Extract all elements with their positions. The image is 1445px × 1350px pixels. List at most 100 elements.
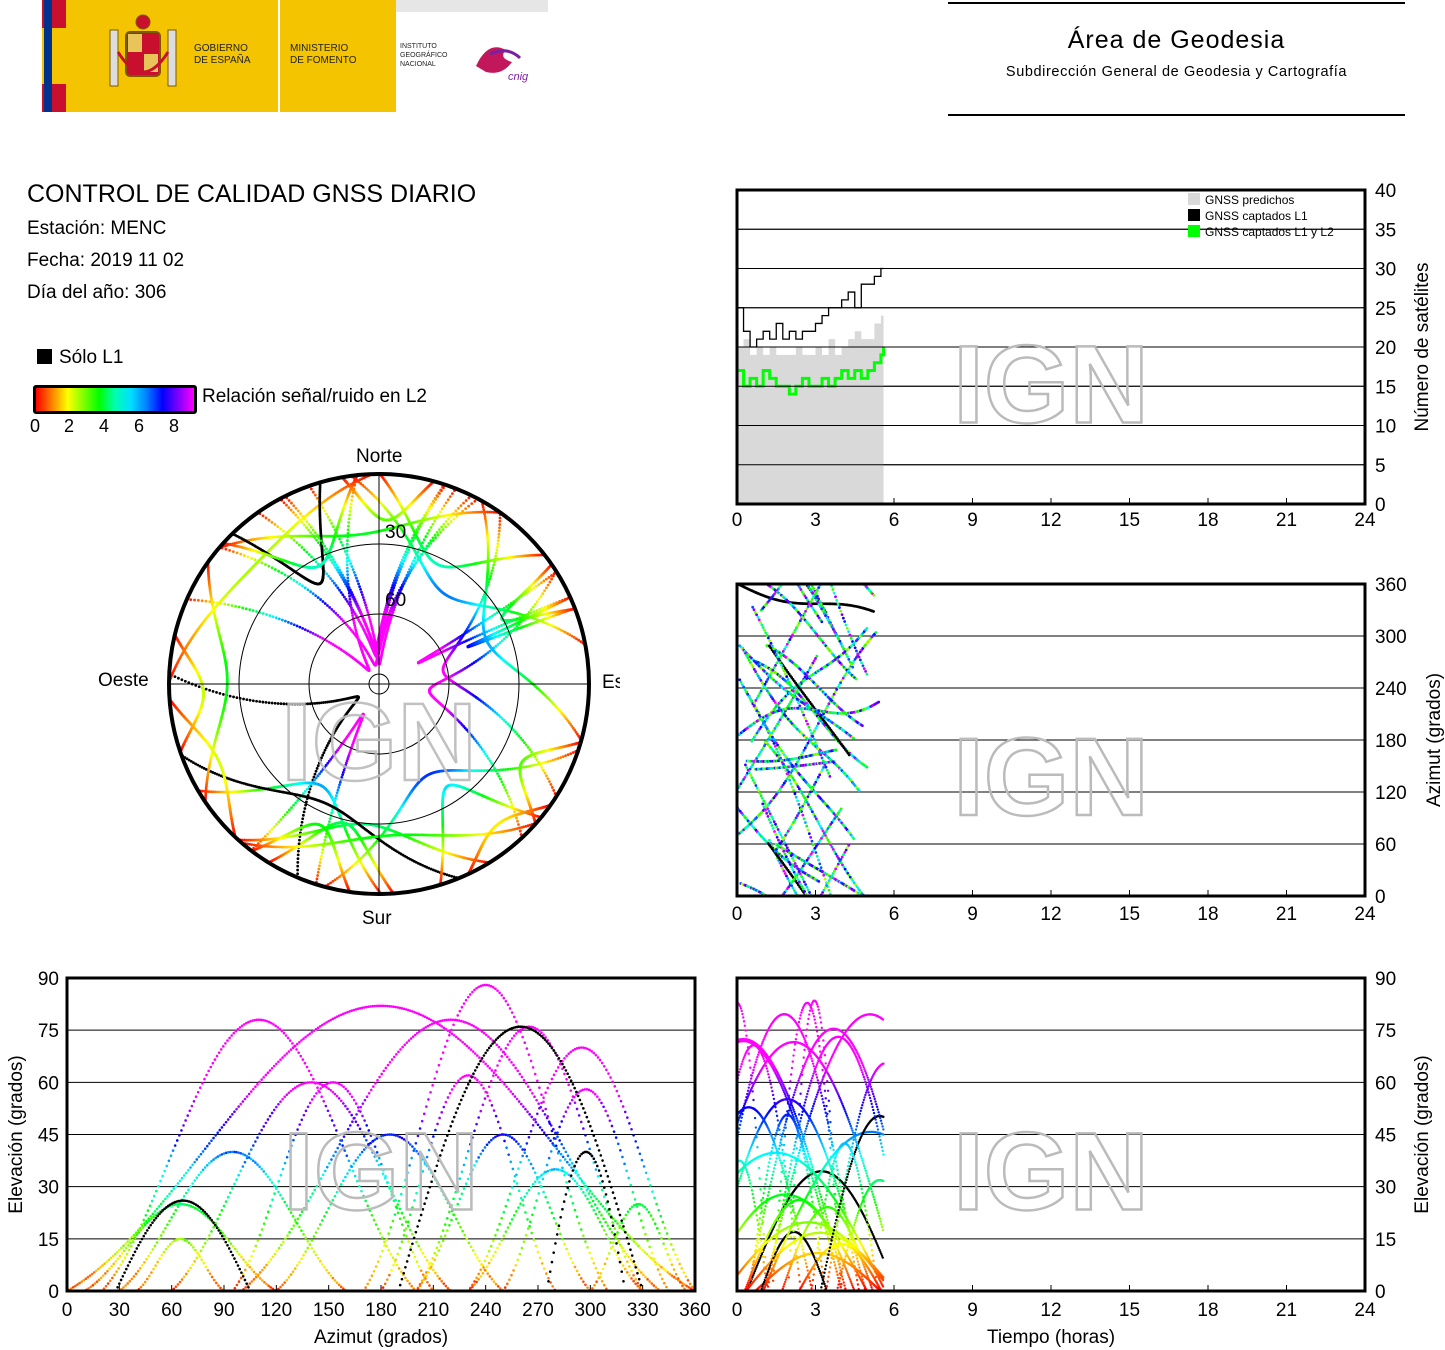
sky-track-point — [318, 864, 321, 868]
sky-track-point — [462, 501, 465, 505]
sky-track-point — [403, 556, 407, 560]
sky-track-point — [219, 602, 223, 605]
sky-track-point — [287, 499, 291, 502]
sky-track-point — [208, 600, 212, 604]
sky-track-point — [296, 868, 300, 872]
sky-track-point — [224, 547, 228, 551]
sky-track-point — [533, 603, 537, 606]
sky-track-point — [294, 513, 298, 517]
sky-track-point — [352, 570, 356, 574]
sky-track-point — [321, 542, 325, 545]
sky-track-point — [531, 605, 535, 609]
sky-track-point — [352, 621, 356, 625]
sky-track-point — [211, 689, 215, 693]
sky-track-point — [347, 524, 350, 528]
sky-track-point — [316, 870, 320, 874]
sky-track-point — [510, 619, 514, 623]
sky-track-point — [348, 600, 352, 604]
sky-track-point — [296, 864, 300, 868]
sky-track-point — [315, 533, 319, 537]
sky-track-point — [321, 848, 325, 851]
sky-track-point — [292, 538, 296, 542]
sky-track-point — [261, 700, 265, 704]
sky-track-point — [270, 520, 274, 524]
sky-track-point — [457, 506, 460, 510]
sky-track-point — [315, 538, 318, 542]
sky-track-point — [539, 594, 543, 598]
sky-track-point — [420, 521, 424, 525]
sky-track-point — [362, 598, 366, 602]
sky-track-point — [545, 577, 548, 581]
sky-track-point — [548, 580, 552, 584]
sky-track-point — [321, 600, 325, 603]
sky-track-point — [544, 760, 548, 764]
sky-track-point — [294, 506, 298, 510]
sky-track-point — [423, 515, 427, 519]
sky-track-point — [345, 581, 349, 585]
sky-track-point — [515, 624, 519, 628]
sky-track-point — [361, 596, 365, 599]
sky-track-point — [309, 487, 313, 491]
sky-track-point — [241, 606, 245, 610]
sky-track-point — [244, 607, 248, 611]
sky-track-point — [517, 823, 520, 826]
sky-track-point — [427, 541, 431, 545]
sky-track-point — [518, 616, 522, 619]
sky-track-point — [310, 555, 313, 559]
sky-track-point — [495, 611, 499, 615]
skyplot: Norte Sur Este Oeste 30 60 IGN — [167, 446, 620, 929]
snr-tick: 6 — [134, 416, 145, 436]
sky-track-point — [290, 536, 293, 540]
sky-track-point — [317, 536, 321, 540]
sky-track-point — [436, 513, 440, 517]
sky-track-point — [324, 835, 328, 839]
sky-track-point — [485, 630, 489, 634]
sky-track-point — [334, 611, 338, 615]
sky-track-point — [295, 624, 299, 628]
snr-tick: 8 — [169, 416, 180, 436]
sky-track-point — [281, 815, 285, 819]
sky-track-point — [270, 701, 274, 705]
sky-track-point — [440, 489, 443, 493]
sky-track-point — [331, 558, 335, 561]
sky-track-point — [442, 522, 446, 526]
sky-track-point — [183, 679, 187, 683]
sky-track-point — [331, 525, 335, 528]
sky-track-point — [302, 548, 306, 552]
sky-track-point — [349, 506, 353, 510]
sky-track-point — [571, 751, 575, 754]
sky-track-point — [412, 559, 416, 563]
sky-track-point — [524, 743, 528, 747]
sky-track-point — [498, 516, 502, 520]
sky-track-point — [552, 602, 556, 606]
sky-track-point — [431, 522, 435, 526]
sky-track-point — [496, 542, 500, 546]
coat-of-arms-icon — [109, 14, 177, 87]
sky-track-point — [546, 760, 550, 763]
sky-track-point — [339, 540, 343, 544]
doy-label: Día del año: 306 — [27, 282, 167, 303]
sky-track-point — [526, 612, 530, 616]
sky-track-point — [301, 626, 304, 630]
sky-track-point — [350, 608, 354, 612]
sky-track-point — [556, 757, 560, 760]
sky-track-point — [258, 700, 262, 704]
sky-track-point — [301, 584, 304, 588]
sky-track-point — [401, 562, 405, 566]
sky-track-point — [208, 688, 212, 692]
sky-track-point — [421, 541, 425, 545]
sky-track-point — [533, 755, 537, 759]
sky-track-point — [432, 500, 436, 504]
sky-track-point — [204, 687, 208, 691]
sky-track-point — [301, 817, 305, 821]
sky-track-point — [446, 498, 450, 502]
sky-track-point — [548, 780, 551, 783]
sky-track-point — [323, 509, 327, 513]
sky-track-point — [345, 542, 349, 546]
sky-track-point — [494, 551, 498, 555]
sky-track-point — [237, 605, 241, 609]
sky-track-point — [539, 581, 543, 585]
sky-track-point — [277, 820, 281, 824]
cnig-logo-icon: cnig — [476, 47, 529, 83]
sky-track-point — [296, 853, 300, 857]
